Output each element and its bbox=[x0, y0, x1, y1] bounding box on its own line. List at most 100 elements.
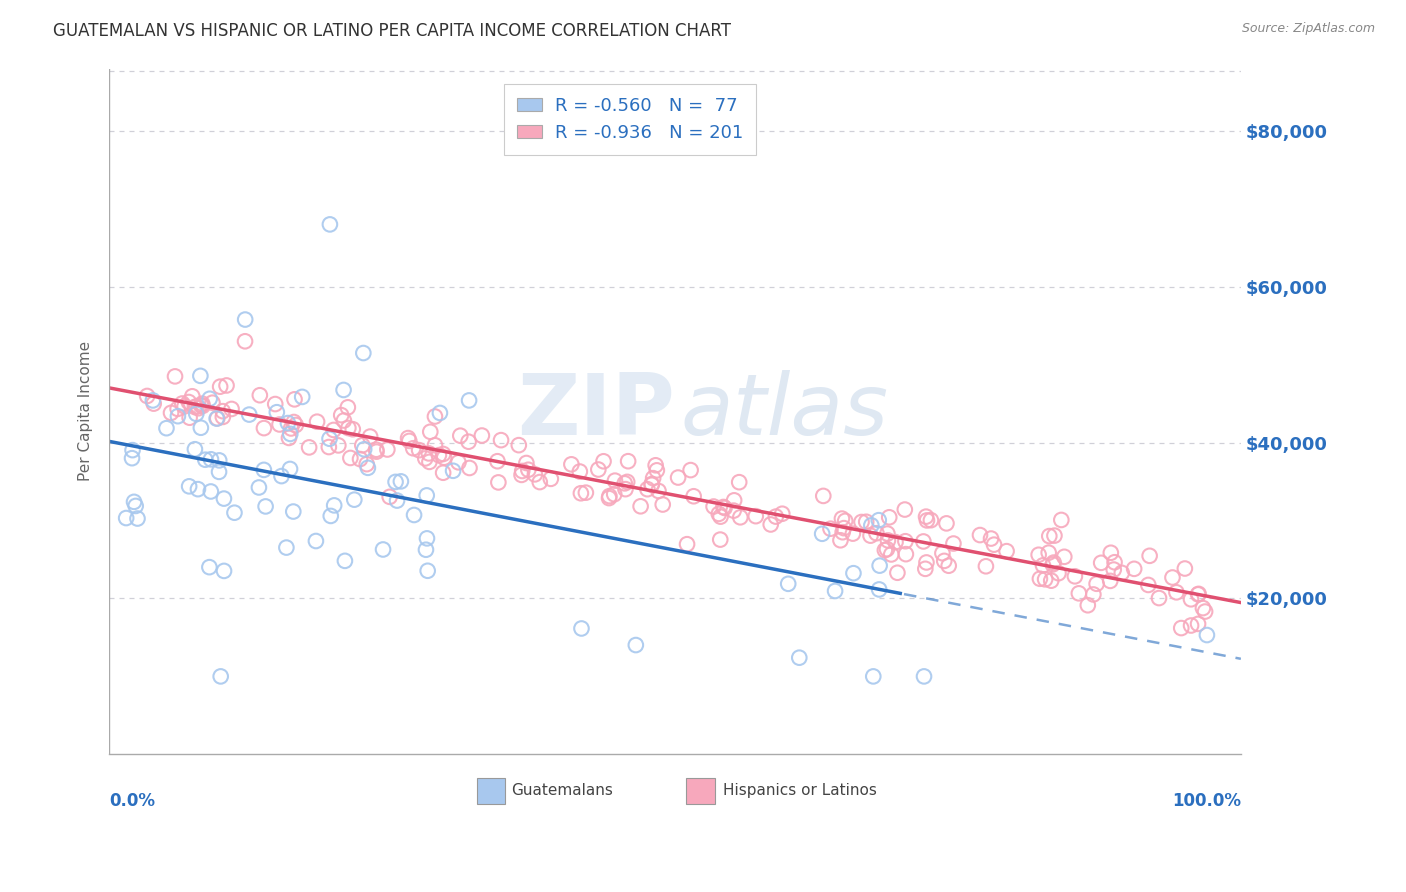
Point bbox=[357, 460, 380, 475]
Point bbox=[305, 534, 328, 549]
Point bbox=[416, 564, 439, 578]
Point bbox=[728, 475, 751, 490]
Point bbox=[352, 438, 374, 452]
Point bbox=[877, 533, 900, 548]
Text: 100.0%: 100.0% bbox=[1171, 792, 1241, 810]
Point bbox=[224, 506, 246, 520]
Point bbox=[142, 396, 165, 410]
Point bbox=[842, 566, 865, 581]
Point bbox=[489, 433, 512, 447]
Point bbox=[349, 452, 371, 467]
Point bbox=[447, 455, 470, 469]
Point bbox=[765, 509, 787, 524]
Point bbox=[190, 399, 212, 413]
Point bbox=[201, 395, 224, 409]
Point bbox=[842, 526, 865, 541]
Point bbox=[851, 515, 873, 529]
Point bbox=[378, 490, 401, 504]
Point bbox=[1043, 528, 1066, 542]
Point bbox=[983, 538, 1005, 552]
Point bbox=[1180, 592, 1202, 607]
Point bbox=[254, 500, 277, 514]
Point bbox=[1166, 585, 1188, 599]
Point bbox=[389, 475, 412, 489]
Point bbox=[200, 452, 222, 467]
Point bbox=[233, 312, 256, 326]
Point bbox=[343, 492, 366, 507]
Point bbox=[824, 584, 846, 599]
Point bbox=[1187, 587, 1209, 601]
Point bbox=[336, 401, 359, 415]
Point bbox=[179, 479, 201, 493]
Point bbox=[1028, 548, 1050, 562]
Point bbox=[630, 500, 652, 514]
Point bbox=[402, 442, 425, 456]
Point bbox=[880, 548, 903, 562]
Point bbox=[194, 452, 217, 467]
Point bbox=[1137, 578, 1160, 592]
Point bbox=[571, 622, 593, 636]
Point bbox=[811, 526, 834, 541]
Point bbox=[709, 509, 731, 524]
Point bbox=[855, 515, 877, 529]
Point bbox=[787, 650, 810, 665]
Point bbox=[1139, 549, 1161, 563]
Point bbox=[942, 536, 965, 550]
Point bbox=[831, 511, 853, 525]
Point bbox=[186, 407, 208, 421]
Point bbox=[209, 379, 232, 393]
Point bbox=[187, 482, 209, 496]
Point bbox=[122, 495, 145, 509]
Point bbox=[115, 511, 138, 525]
Point bbox=[592, 454, 614, 468]
Point bbox=[640, 477, 662, 491]
Point bbox=[645, 463, 668, 477]
Point bbox=[172, 396, 194, 410]
Point bbox=[208, 453, 231, 467]
Point bbox=[238, 408, 260, 422]
Point bbox=[328, 438, 350, 452]
Point bbox=[1042, 556, 1064, 570]
Point bbox=[458, 461, 481, 475]
Point bbox=[384, 475, 406, 489]
Point bbox=[931, 546, 953, 560]
Point bbox=[1147, 591, 1170, 605]
Point bbox=[264, 397, 287, 411]
Point bbox=[266, 405, 288, 419]
Point bbox=[723, 493, 745, 508]
Point bbox=[666, 470, 689, 484]
Point bbox=[418, 446, 440, 460]
Point bbox=[1161, 570, 1184, 584]
Point bbox=[208, 465, 231, 479]
Point bbox=[163, 369, 186, 384]
Point bbox=[427, 448, 450, 462]
Point bbox=[859, 528, 882, 542]
Point bbox=[869, 558, 891, 573]
Point bbox=[813, 489, 835, 503]
Point bbox=[643, 471, 665, 485]
Point bbox=[125, 499, 148, 513]
Point bbox=[703, 500, 725, 514]
Point bbox=[155, 421, 177, 435]
Point bbox=[270, 469, 292, 483]
Point bbox=[517, 463, 540, 477]
Point bbox=[1067, 586, 1090, 600]
Point bbox=[198, 392, 221, 406]
Point bbox=[1099, 574, 1122, 588]
Point bbox=[914, 562, 936, 576]
Point bbox=[1194, 605, 1216, 619]
Point bbox=[191, 399, 214, 413]
Point bbox=[127, 511, 149, 525]
Point bbox=[433, 450, 456, 465]
Point bbox=[486, 475, 509, 490]
Point bbox=[205, 411, 228, 425]
Point bbox=[457, 434, 479, 449]
Point bbox=[418, 455, 440, 469]
Point bbox=[1123, 562, 1146, 576]
Point bbox=[778, 576, 800, 591]
Point bbox=[277, 416, 299, 430]
Point bbox=[1104, 555, 1126, 569]
Point bbox=[432, 447, 454, 461]
Legend: R = -0.560   N =  77, R = -0.936   N = 201: R = -0.560 N = 77, R = -0.936 N = 201 bbox=[505, 85, 755, 154]
Point bbox=[1042, 558, 1064, 572]
